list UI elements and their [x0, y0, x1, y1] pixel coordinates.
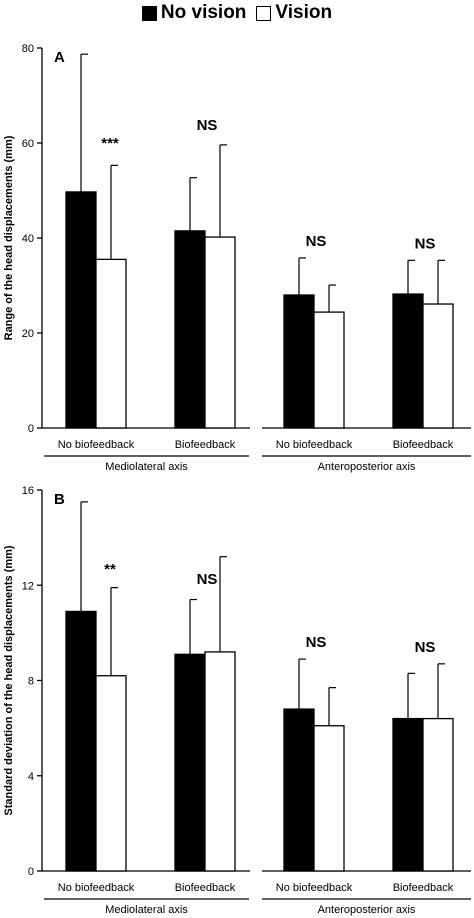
legend-item-vision: Vision [256, 2, 332, 24]
panel-a-bar-vision-4 [422, 303, 454, 429]
legend-label-vision: Vision [275, 2, 333, 23]
panel-a-ytick-label: 40 [22, 233, 34, 245]
panel-a-bar-no-vision-4 [392, 293, 424, 429]
panel-b-panel-label: B [54, 491, 65, 508]
panel-b-bar-vision-3 [313, 725, 345, 872]
legend-swatch-vision [256, 5, 272, 21]
panel-a-axis-label: Mediolateral axis [105, 461, 188, 473]
panel-b-ytick-label: 12 [22, 580, 34, 592]
panel-b-group-label: No biofeedback [276, 882, 353, 894]
panel-a-group-label: Biofeedback [393, 439, 454, 451]
panel-b-ytick-label: 0 [28, 866, 34, 878]
panel-a-annotation: NS [415, 235, 436, 252]
legend-swatch-no-vision [141, 5, 157, 21]
panel-a-bar-vision-2 [204, 236, 236, 429]
legend: No vision Vision [0, 0, 474, 26]
panel-b-annotation: NS [306, 634, 327, 651]
panel-a-ytick-label: 60 [22, 138, 34, 150]
panel-a-annotation: NS [197, 117, 218, 134]
panel-b-ytick-label: 16 [22, 485, 34, 497]
panel-b-axis-label: Mediolateral axis [105, 904, 188, 916]
panel-a-panel-label: A [54, 49, 65, 66]
panel-a-ytick-label: 80 [22, 43, 34, 55]
legend-label-no-vision: No vision [160, 2, 247, 23]
panel-a-bar-no-vision-3 [283, 294, 315, 429]
panel-b-bar-vision-2 [204, 651, 236, 872]
panel-b-bar-no-vision-1 [65, 610, 97, 872]
panel-a-bar-vision-3 [313, 311, 345, 429]
panel-b-bar-no-vision-2 [174, 653, 206, 872]
panel-b-annotation: NS [415, 639, 436, 656]
panel-a-bar-no-vision-1 [65, 191, 97, 429]
panel-b-axis-label: Anteroposterior axis [318, 904, 416, 916]
panel-b-bar-no-vision-4 [392, 717, 424, 872]
panel-b-group-label: Biofeedback [393, 882, 454, 894]
panel-a-group-label: No biofeedback [58, 439, 135, 451]
panel-a-annotation: *** [101, 135, 119, 152]
panel-a-bar-no-vision-2 [174, 230, 206, 429]
panel-a-bar-vision-1 [95, 258, 127, 429]
panel-b-bar-vision-4 [422, 717, 454, 872]
panel-a-ytick-label: 0 [28, 423, 34, 435]
panel-b-group-label: Biofeedback [175, 882, 236, 894]
panel-a-axis-label: Anteroposterior axis [318, 461, 416, 473]
panel-a-group-label: Biofeedback [175, 439, 236, 451]
panel-a-ytick-label: 20 [22, 328, 34, 340]
panel-b-ytick-label: 8 [28, 676, 34, 688]
panel-b-group-label: No biofeedback [58, 882, 135, 894]
panel-b-ylabel: Standard deviation of the head displacem… [3, 545, 15, 815]
panel-a-ylabel: Range of the head displacements (mm) [3, 135, 15, 340]
panel-a-group-label: No biofeedback [276, 439, 353, 451]
panel-b-bar-vision-1 [95, 675, 127, 872]
panel-b-annotation: ** [104, 561, 116, 578]
panel-b-bar-no-vision-3 [283, 708, 315, 872]
legend-item-no-vision: No vision [141, 2, 247, 24]
panel-a-annotation: NS [306, 233, 327, 250]
panel-b-annotation: NS [197, 571, 218, 588]
panel-b-ytick-label: 4 [28, 771, 34, 783]
